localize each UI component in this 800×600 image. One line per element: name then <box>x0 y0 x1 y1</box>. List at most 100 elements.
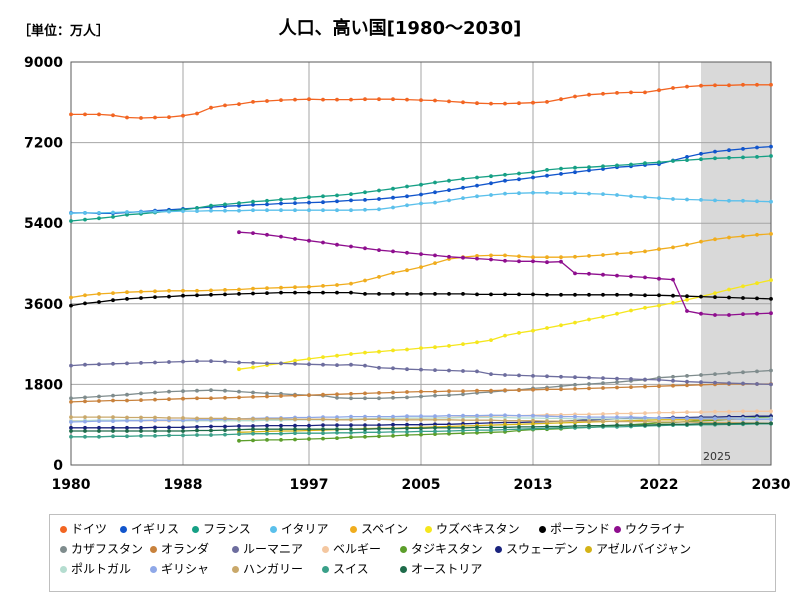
data-point <box>517 292 521 297</box>
data-point <box>349 396 353 401</box>
data-point <box>97 434 101 439</box>
data-point <box>391 414 395 419</box>
data-point <box>461 196 465 201</box>
series-ギリシャ <box>69 413 773 424</box>
data-point <box>111 210 115 215</box>
data-point <box>517 373 521 378</box>
legend-label: スペイン <box>361 522 409 536</box>
data-point <box>307 362 311 367</box>
data-point <box>601 381 605 385</box>
data-point <box>321 436 325 441</box>
data-point <box>461 292 465 296</box>
data-point <box>363 97 367 102</box>
data-point <box>167 416 171 420</box>
data-point <box>223 432 227 437</box>
data-point <box>405 97 409 102</box>
data-point <box>461 425 465 430</box>
data-point <box>251 202 255 207</box>
data-point <box>517 259 521 264</box>
data-point <box>545 419 549 423</box>
data-point <box>405 250 409 255</box>
data-point <box>405 194 409 199</box>
data-point <box>629 377 633 381</box>
data-point <box>475 388 479 393</box>
data-point <box>475 425 479 430</box>
data-point <box>195 416 199 421</box>
data-point <box>181 113 185 118</box>
data-point <box>349 192 353 197</box>
data-point <box>279 234 283 239</box>
data-point <box>559 259 563 264</box>
data-point <box>181 293 185 298</box>
data-point <box>531 328 535 333</box>
data-point <box>573 254 577 259</box>
data-point <box>755 155 759 159</box>
data-point <box>307 357 311 361</box>
data-point <box>489 413 493 418</box>
data-point <box>69 415 73 419</box>
data-point <box>293 208 297 213</box>
data-point <box>489 425 493 430</box>
data-point <box>517 191 521 196</box>
data-point <box>601 412 605 416</box>
data-point <box>615 273 619 278</box>
data-point <box>503 292 507 297</box>
data-point <box>741 381 745 386</box>
data-point <box>517 418 521 423</box>
data-point <box>573 424 577 428</box>
data-point <box>349 362 353 367</box>
data-point <box>503 258 507 263</box>
data-point <box>377 188 381 193</box>
data-point <box>727 155 731 160</box>
data-point <box>475 292 479 297</box>
data-point <box>321 362 325 367</box>
data-point <box>517 171 521 176</box>
data-point <box>503 373 507 377</box>
data-point <box>727 235 731 240</box>
data-point <box>111 393 115 398</box>
data-point <box>643 161 647 166</box>
data-point <box>83 217 87 222</box>
data-point <box>97 425 101 430</box>
data-point <box>489 253 493 258</box>
legend-label: フランス <box>203 522 251 536</box>
data-point <box>419 292 423 296</box>
data-point <box>251 100 255 104</box>
data-point <box>251 431 255 436</box>
data-point <box>405 395 409 400</box>
data-point <box>251 424 255 428</box>
data-point <box>69 112 73 117</box>
data-point <box>97 211 101 215</box>
legend-item: ポーランド <box>539 522 610 536</box>
data-point <box>587 165 591 170</box>
data-point <box>125 415 129 420</box>
data-point <box>671 383 675 388</box>
data-point <box>671 410 675 415</box>
data-point <box>447 429 451 433</box>
data-point <box>335 363 339 367</box>
data-point <box>685 297 689 302</box>
data-point <box>615 419 619 424</box>
data-point <box>475 254 479 258</box>
data-point <box>727 371 731 376</box>
data-point <box>223 288 227 292</box>
legend-marker <box>150 545 157 553</box>
data-point <box>503 333 507 338</box>
data-point <box>125 392 129 397</box>
series-line <box>238 231 772 316</box>
data-point <box>419 182 423 187</box>
data-point <box>713 295 717 299</box>
data-point <box>727 287 731 292</box>
x-tick-label: 2013 <box>514 477 553 493</box>
data-point <box>629 162 633 167</box>
data-point <box>181 359 185 364</box>
data-point <box>489 181 493 186</box>
data-point <box>279 438 283 442</box>
data-point <box>405 433 409 437</box>
data-point <box>755 145 759 150</box>
data-point <box>153 209 157 214</box>
data-point <box>209 359 213 363</box>
data-point <box>321 284 325 288</box>
data-point <box>727 421 731 426</box>
data-point <box>265 99 269 103</box>
